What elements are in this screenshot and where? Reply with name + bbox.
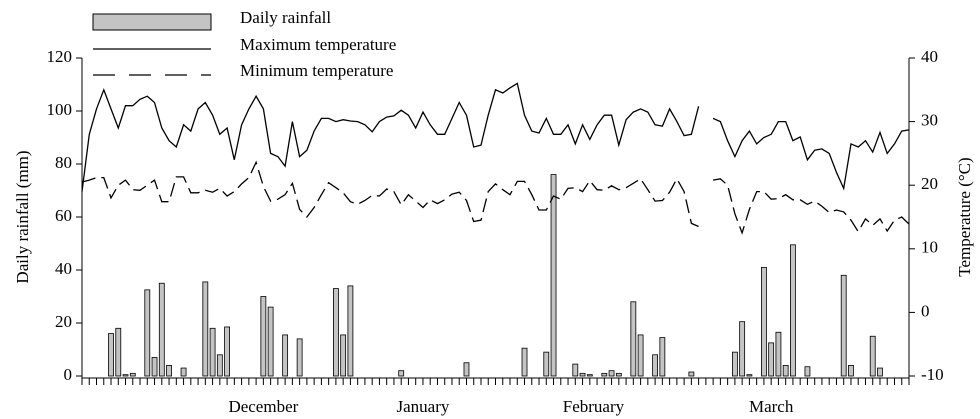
y2-tick-label: 30 (921, 111, 938, 130)
rain-bar (209, 327, 216, 377)
y-tick-label: 0 (64, 365, 73, 384)
max-temp-line (81, 82, 910, 192)
rain-bar (158, 282, 165, 377)
rain-bar (739, 321, 746, 377)
rain-bar (543, 351, 550, 377)
y-axis-title: Daily rainfall (mm) (13, 150, 32, 283)
rain-bar (180, 367, 187, 377)
rain-bar (144, 289, 151, 377)
rain-bar (463, 362, 470, 377)
rain-bar (122, 374, 129, 377)
rain-bar (731, 351, 738, 377)
y2-tick-label: 20 (921, 174, 938, 193)
legend-swatch (92, 13, 212, 31)
y2-tick-label: 10 (921, 238, 938, 257)
y-tick-label: 40 (55, 259, 72, 278)
y2-tick-label: 40 (921, 47, 938, 66)
rain-bar (761, 266, 767, 377)
rain-bar (608, 370, 615, 377)
rain-bar (848, 364, 854, 377)
y2-tick-label: -10 (921, 365, 944, 384)
rain-bar (601, 372, 608, 377)
min-temp-line (81, 160, 910, 235)
rain-bar (550, 174, 557, 377)
y-tick-label: 60 (55, 206, 72, 225)
rain-bar (129, 372, 136, 377)
y-tick-label: 100 (47, 100, 73, 119)
rain-bar (108, 333, 114, 377)
rain-bar (659, 337, 666, 377)
rain-bar (333, 288, 339, 377)
rain-bar (637, 334, 644, 377)
rain-bar (782, 364, 789, 377)
y2-axis-title: Temperature (°C) (955, 157, 974, 276)
legend-label: Maximum temperature (240, 35, 396, 54)
rain-bar (282, 334, 289, 377)
legend-label: Minimum temperature (240, 61, 393, 80)
rain-bar (340, 334, 347, 377)
rain-bar (586, 374, 593, 377)
rain-bar (202, 281, 209, 377)
rain-bar (151, 357, 158, 377)
rain-bar (840, 274, 847, 377)
rain-bar (216, 354, 223, 377)
y-tick-label: 20 (55, 312, 72, 331)
y-tick-label: 80 (55, 153, 72, 172)
rain-bar (688, 371, 695, 377)
rain-bar (768, 342, 775, 377)
rain-bar (775, 331, 782, 377)
rain-bar (166, 364, 172, 377)
rain-bar (115, 327, 122, 377)
rain-bar (260, 296, 267, 377)
rain-bar (746, 374, 753, 377)
rain-bar (296, 338, 303, 377)
rain-bar (615, 372, 622, 377)
rain-bar (224, 326, 230, 377)
x-tick-label: March (749, 397, 794, 416)
x-tick-label: December (228, 397, 298, 416)
y-tick-label: 120 (47, 47, 73, 66)
rain-bar (869, 335, 876, 377)
rain-bar (652, 354, 658, 377)
rain-bar (521, 347, 528, 377)
rain-bar (267, 306, 274, 377)
rain-bar (398, 370, 405, 377)
rain-bar (572, 363, 579, 377)
rain-bar (804, 366, 811, 377)
rain-bar (877, 367, 883, 377)
x-tick-label: January (397, 397, 450, 416)
legend-label: Daily rainfall (240, 8, 331, 27)
rain-bar (347, 285, 354, 377)
rain-bar (579, 372, 586, 377)
rain-bar (630, 301, 637, 377)
y2-tick-label: 0 (921, 301, 930, 320)
rain-bar (790, 244, 796, 377)
x-tick-label: February (563, 397, 625, 416)
